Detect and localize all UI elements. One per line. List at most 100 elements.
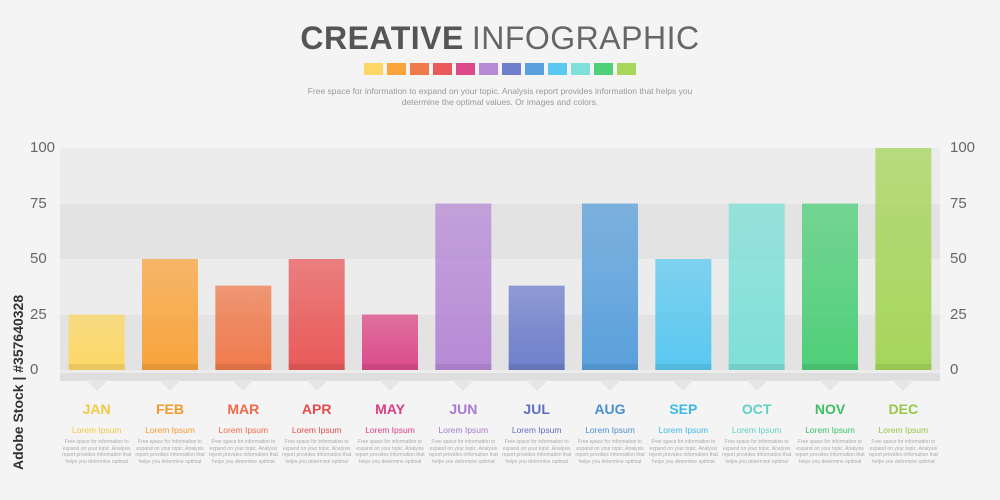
- y-tick-left: 75: [30, 194, 47, 212]
- item-description: Free space for information to expand on …: [502, 439, 572, 465]
- x-tick-label: MAR: [227, 401, 260, 417]
- item-title: Lorem Ipsum: [145, 425, 195, 435]
- item-description: Free space for information to expand on …: [282, 439, 352, 465]
- bar-shadow: [215, 364, 272, 370]
- swatch-10: [571, 63, 590, 75]
- swatch-9: [548, 63, 567, 75]
- bar-nov: [802, 203, 858, 370]
- subtitle-line-2: determine the optimal values. Or images …: [401, 97, 599, 107]
- item-title: Lorem Ipsum: [511, 425, 562, 435]
- pointer-icon: [745, 380, 768, 391]
- bar-shadow: [142, 364, 198, 370]
- bar-shadow: [582, 364, 638, 370]
- bar-shadow: [288, 364, 345, 370]
- item-title: Lorem Ipsum: [438, 425, 489, 435]
- subtitle-line-1: Free space for information to expand on …: [307, 86, 693, 96]
- bar-shadow: [508, 364, 565, 370]
- y-tick-left: 100: [30, 139, 56, 156]
- chart-background: [60, 148, 940, 373]
- pointer-icon: [525, 380, 548, 391]
- swatch-12: [617, 63, 636, 75]
- item-description: Free space for information to expand on …: [428, 439, 498, 465]
- item-description: Free space for information to expand on …: [135, 439, 205, 465]
- bar-shadow: [68, 364, 125, 370]
- bar-shadow: [728, 364, 785, 370]
- item-title: Lorem Ipsum: [365, 425, 415, 435]
- x-tick-label: JAN: [82, 401, 111, 417]
- pointer-icon: [599, 380, 621, 391]
- y-tick-right: 75: [950, 194, 967, 212]
- month-item-dec: DEC Lorem Ipsum Free space for information…: [866, 380, 940, 465]
- header: CREATIVE INFOGRAPHIC Free space for infor…: [0, 0, 1000, 120]
- bar-shadow: [655, 364, 712, 370]
- item-title: Lorem Ipsum: [291, 425, 342, 435]
- swatch-2: [387, 63, 406, 75]
- item-title: Lorem Ipsum: [658, 425, 709, 435]
- x-tick-label: AUG: [594, 401, 626, 417]
- item-title: Lorem Ipsum: [731, 425, 782, 435]
- y-tick-left: 50: [30, 250, 47, 267]
- pointer-icon: [672, 380, 695, 391]
- bar-sep: [655, 259, 712, 370]
- y-tick-right: 50: [950, 250, 967, 267]
- chart-base-strip: [60, 373, 940, 381]
- bar-shadow: [875, 364, 932, 370]
- bar-jan: [68, 314, 125, 370]
- x-tick-label: APR: [301, 401, 332, 417]
- title-light: INFOGRAPHIC: [471, 20, 700, 56]
- x-tick-label: OCT: [741, 401, 772, 417]
- bar-apr: [288, 259, 345, 370]
- item-title: Lorem Ipsum: [805, 425, 855, 435]
- month-item-mar: MAR Lorem Ipsum Free space for information…: [206, 380, 280, 465]
- item-title: Lorem Ipsum: [585, 425, 635, 435]
- month-item-apr: APR Lorem Ipsum Free space for information…: [280, 380, 354, 465]
- y-tick-right: 100: [950, 139, 976, 156]
- swatch-8: [525, 63, 544, 75]
- y-tick-right: 0: [950, 361, 959, 378]
- bar-may: [362, 314, 418, 370]
- item-title: Lorem Ipsum: [71, 425, 122, 435]
- subtitle: Free space for information to expand on …: [300, 86, 700, 108]
- swatch-4: [433, 63, 452, 75]
- month-item-jul: JUL Lorem Ipsum Free space for information…: [500, 380, 574, 465]
- pointer-icon: [85, 380, 108, 391]
- stock-id-watermark: Adobe Stock | #357640328: [10, 294, 26, 470]
- bar-jul: [508, 285, 565, 370]
- x-tick-label: NOV: [814, 401, 846, 417]
- item-description: Free space for information to expand on …: [648, 439, 718, 465]
- pointer-icon: [305, 380, 328, 391]
- page-title: CREATIVE INFOGRAPHIC: [0, 20, 1000, 57]
- title-bold: CREATIVE: [300, 20, 464, 56]
- month-item-jun: JUN Lorem Ipsum Free space for information…: [426, 380, 500, 465]
- item-description: Free space for information to expand on …: [722, 439, 792, 465]
- x-tick-label: DEC: [888, 401, 919, 417]
- x-tick-label: JUL: [523, 401, 550, 417]
- bar-mar: [215, 285, 272, 370]
- swatch-11: [594, 63, 613, 75]
- month-item-jan: JAN Lorem Ipsum Free space for information…: [60, 380, 134, 465]
- bar-oct: [728, 203, 785, 370]
- month-item-may: MAY Lorem Ipsum Free space for information…: [353, 380, 427, 465]
- x-tick-label: SEP: [669, 401, 698, 417]
- item-description: Free space for information to expand on …: [868, 439, 938, 465]
- item-description: Free space for information to expand on …: [208, 439, 278, 465]
- month-item-sep: SEP Lorem Ipsum Free space for information…: [646, 380, 720, 465]
- pointer-icon: [892, 380, 915, 391]
- swatch-5: [456, 63, 475, 75]
- item-description: Free space for information to expand on …: [795, 439, 865, 465]
- y-tick-left: 0: [30, 361, 39, 378]
- month-item-nov: NOV Lorem Ipsum Free space for information…: [793, 380, 867, 465]
- bar-jun: [435, 203, 492, 370]
- swatch-7: [502, 63, 521, 75]
- x-tick-label: JUN: [449, 401, 478, 417]
- item-title: Lorem Ipsum: [878, 425, 929, 435]
- item-description: Free space for information to expand on …: [355, 439, 425, 465]
- pointer-icon: [379, 380, 401, 391]
- bar-shadow: [802, 364, 858, 370]
- pointer-icon: [232, 380, 255, 391]
- pointer-icon: [819, 380, 841, 391]
- item-title: Lorem Ipsum: [218, 425, 269, 435]
- color-swatches: [364, 63, 636, 75]
- y-tick-left: 25: [30, 305, 47, 323]
